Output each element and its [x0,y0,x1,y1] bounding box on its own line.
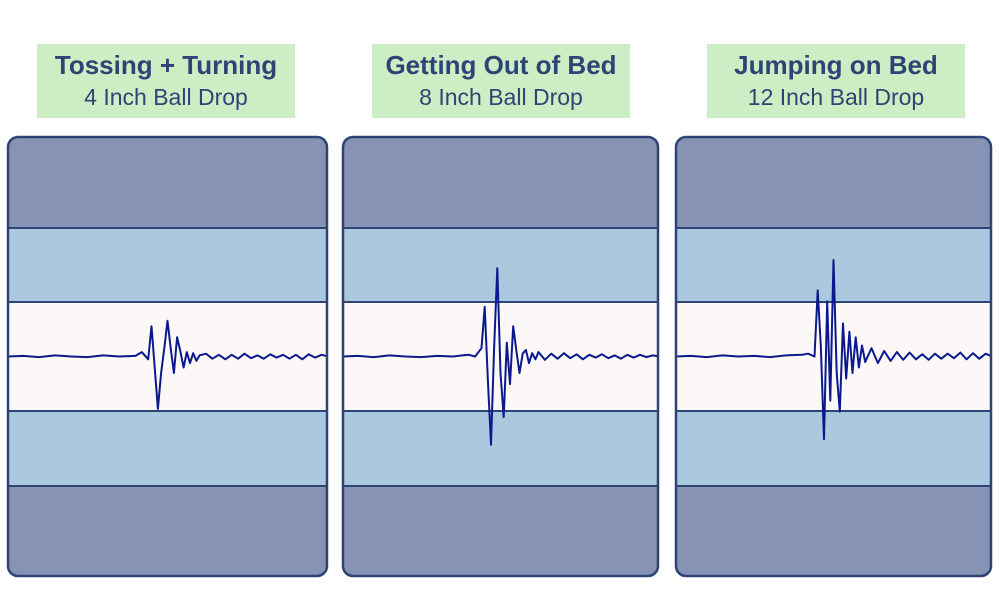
waveform-line [676,259,991,441]
band-middle-bottom [343,411,658,486]
waveform-chart [341,135,660,578]
chart-title: Getting Out of Bed [385,50,617,80]
waveform-svg [674,135,993,578]
chart-label-box: Jumping on Bed 12 Inch Ball Drop [707,44,965,118]
waveform-line [343,267,658,446]
chart-label-box: Tossing + Turning 4 Inch Ball Drop [37,44,295,118]
band-middle-top [8,228,327,302]
chart-title: Jumping on Bed [734,50,938,80]
chart-subtitle: 8 Inch Ball Drop [419,84,583,110]
chart-frame [341,135,660,578]
chart-frame [674,135,993,578]
chart-subtitle: 4 Inch Ball Drop [84,84,248,110]
band-middle-bottom [8,411,327,486]
band-outer-bottom [8,486,327,576]
band-outer-bottom [676,486,991,576]
chart-frame [6,135,329,578]
band-middle-top [343,228,658,302]
waveform-chart [674,135,993,578]
waveform-svg [6,135,329,578]
band-outer-top [676,137,991,228]
chart-title: Tossing + Turning [54,50,278,80]
waveform-line [8,319,327,410]
band-outer-top [8,137,327,228]
band-middle-bottom [676,411,991,486]
chart-subtitle: 12 Inch Ball Drop [747,84,925,110]
band-outer-top [343,137,658,228]
chart-label-box: Getting Out of Bed 8 Inch Ball Drop [372,44,630,118]
waveform-chart [6,135,329,578]
band-outer-bottom [343,486,658,576]
waveform-svg [341,135,660,578]
